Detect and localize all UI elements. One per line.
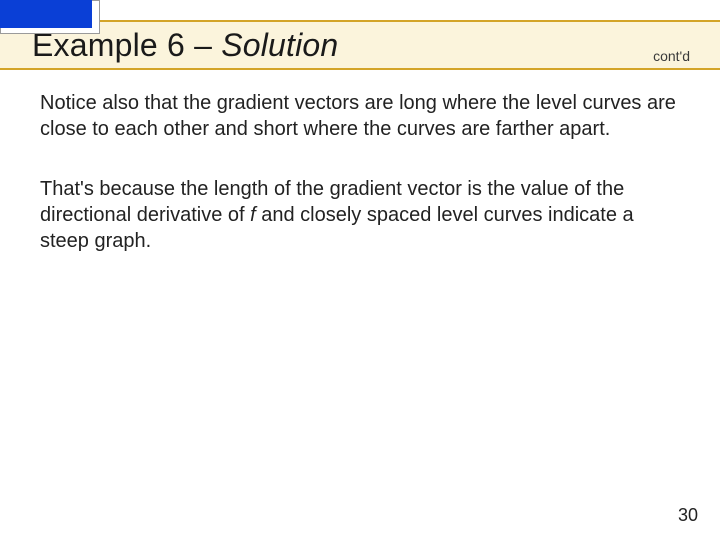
title-sub: Solution xyxy=(221,27,338,63)
corner-front-box xyxy=(0,0,92,28)
body-text-area: Notice also that the gradient vectors ar… xyxy=(40,90,680,288)
paragraph-1: Notice also that the gradient vectors ar… xyxy=(40,90,680,142)
slide-container: Example 6 – Solution cont'd Notice also … xyxy=(0,0,720,540)
paragraph-2: That's because the length of the gradien… xyxy=(40,176,680,254)
page-number: 30 xyxy=(678,505,698,526)
corner-decoration xyxy=(0,0,100,38)
title-sep: – xyxy=(185,27,221,63)
contd-label: cont'd xyxy=(653,48,690,68)
title-band: Example 6 – Solution cont'd xyxy=(0,20,720,70)
